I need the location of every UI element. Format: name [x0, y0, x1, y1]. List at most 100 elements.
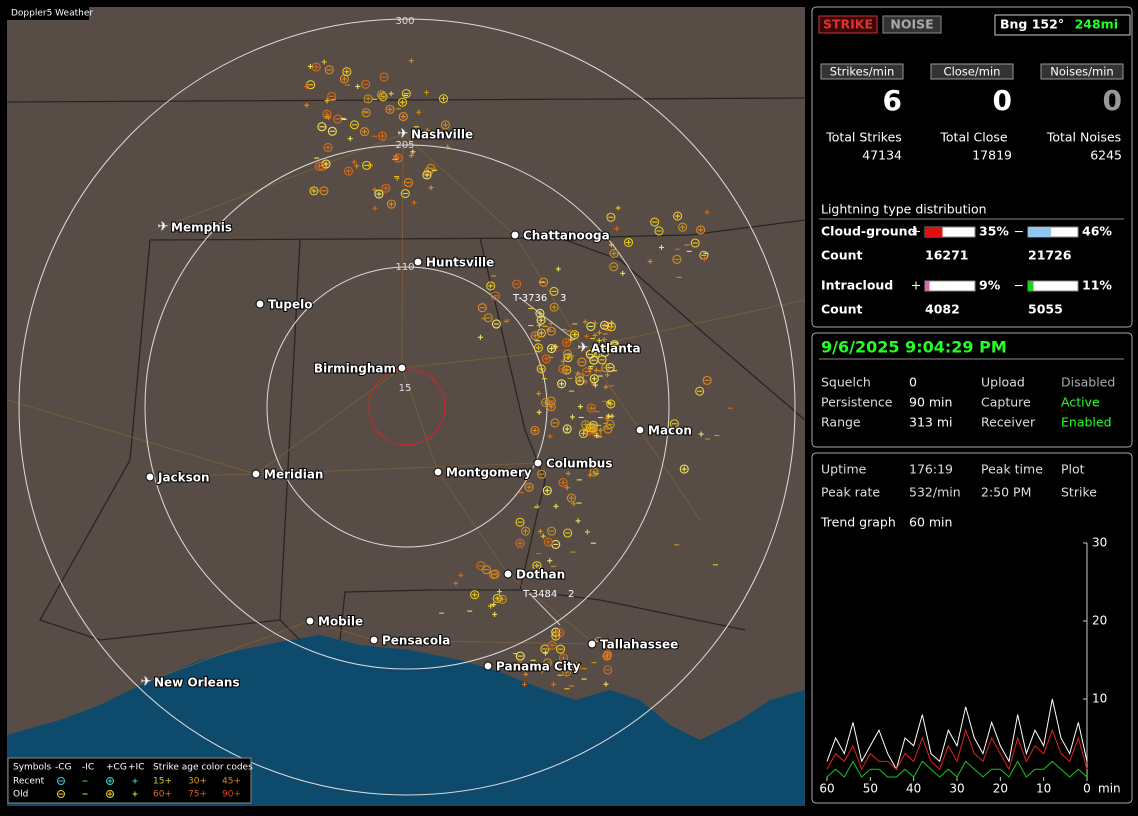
- strike-ring: [378, 92, 388, 102]
- strike-symbol: [303, 84, 309, 90]
- strike-symbol: [701, 256, 707, 262]
- strike-ring: [562, 337, 572, 348]
- x-axis-label: min: [1098, 782, 1121, 796]
- rate-header: Close/min: [944, 65, 1001, 79]
- strike-symbol: [603, 424, 613, 434]
- strike-ring: [533, 343, 543, 353]
- strike-ring: [512, 279, 522, 289]
- strike-ring: [606, 212, 616, 222]
- strike-symbol: [317, 122, 327, 132]
- strike-ring: [558, 653, 569, 663]
- strike-ring: [672, 254, 682, 264]
- strike-symbol: [416, 109, 422, 115]
- strike-symbol: [584, 333, 590, 339]
- strike-symbol: [523, 671, 529, 677]
- strike-symbol: [530, 331, 540, 341]
- city-label: Columbus: [546, 457, 613, 471]
- strike-symbol: [397, 97, 408, 107]
- strike-symbol: [615, 205, 621, 211]
- strike-ring: [555, 628, 565, 638]
- strike-symbol: [361, 79, 371, 89]
- strike-ring: [609, 340, 620, 350]
- setting: Active: [1061, 395, 1100, 410]
- strike-symbol: [541, 354, 551, 364]
- strike-symbol: [614, 226, 620, 232]
- strike-symbol: [426, 163, 436, 173]
- strike-symbol: [587, 472, 593, 478]
- strike-symbol: [695, 386, 705, 396]
- strike-ring: [515, 651, 525, 661]
- strike-ring: [349, 120, 359, 130]
- strike-symbol: [598, 427, 604, 433]
- strike-ring: [601, 363, 611, 373]
- strike-symbol: [440, 120, 450, 130]
- strike-symbol: [521, 681, 527, 687]
- strike-symbol: [595, 344, 605, 354]
- strike-ring: [586, 403, 596, 413]
- strike-symbol: [650, 217, 660, 227]
- strike-ring: [440, 120, 450, 130]
- strike-symbol: [351, 159, 357, 165]
- strike-ring: [582, 367, 592, 377]
- strike-symbol: [319, 186, 329, 196]
- strike-button-label[interactable]: STRIKE: [823, 17, 873, 32]
- strike-ring: [600, 320, 610, 330]
- total-label: Total Noises: [1046, 130, 1121, 145]
- strike-symbol: [483, 313, 493, 323]
- y-tick-label: 30: [1092, 536, 1107, 550]
- city-dot: [587, 639, 597, 649]
- track-id: T-3736: [512, 293, 547, 304]
- strike-ring: [343, 166, 354, 176]
- strike-symbol: [647, 258, 653, 264]
- legend-type: +CG: [106, 763, 127, 773]
- trend-area: Uptime 176:19 Peak time Plot Peak rate 532/mi…: [819, 462, 1120, 796]
- strike-symbol: [539, 668, 545, 674]
- strike-ring: [532, 561, 542, 571]
- info: 532/min: [909, 485, 961, 500]
- city-label: Dothan: [516, 568, 565, 582]
- setting: 313 mi: [909, 415, 952, 430]
- setting: 90 min: [909, 395, 952, 410]
- strike-symbol: [704, 209, 710, 215]
- track-id: T-3484: [522, 589, 557, 600]
- strike-symbol: [408, 153, 414, 159]
- total-label: Total Strikes: [825, 130, 902, 145]
- strike-ring: [321, 159, 331, 169]
- strike-symbol: [550, 682, 556, 688]
- info: Uptime: [821, 462, 867, 477]
- strike-ring: [342, 67, 352, 77]
- strike-ring: [581, 420, 591, 430]
- strike-symbol: [393, 153, 403, 163]
- noise-button[interactable]: [882, 15, 942, 34]
- strike-layer: [303, 58, 733, 690]
- bearing-box: [994, 14, 1131, 36]
- city-dot: [397, 363, 407, 373]
- strike-symbol: [570, 330, 580, 340]
- strike-symbol: [403, 178, 414, 188]
- city-label: Tupelo: [268, 298, 313, 312]
- percent: 35%: [979, 224, 1009, 239]
- city-dot: [533, 458, 543, 468]
- strike-symbol: [672, 254, 682, 264]
- strike-symbol: [577, 357, 587, 367]
- range-label: 110: [395, 262, 414, 273]
- strike-symbol: [563, 528, 573, 538]
- range-label: 205: [395, 140, 414, 151]
- strike-symbol: [327, 126, 337, 136]
- strike-symbol: [557, 379, 567, 389]
- rate-header-box: [1040, 63, 1124, 80]
- count-label: Count: [821, 302, 863, 317]
- strike-ring: [438, 94, 449, 104]
- noise-button-label[interactable]: NOISE: [890, 17, 933, 32]
- range-label: 15: [399, 383, 412, 394]
- count-label: Count: [821, 248, 863, 263]
- x-tick-label: 30: [949, 782, 964, 796]
- strike-button[interactable]: [818, 15, 878, 34]
- legend-type: -CG: [55, 763, 72, 773]
- strike-symbol: [428, 185, 434, 191]
- strike-ring: [483, 313, 493, 323]
- city-dot: [413, 257, 423, 267]
- strike-symbol: [679, 464, 689, 474]
- strike-symbol: [654, 226, 664, 236]
- info: 2:50 PM: [981, 485, 1031, 500]
